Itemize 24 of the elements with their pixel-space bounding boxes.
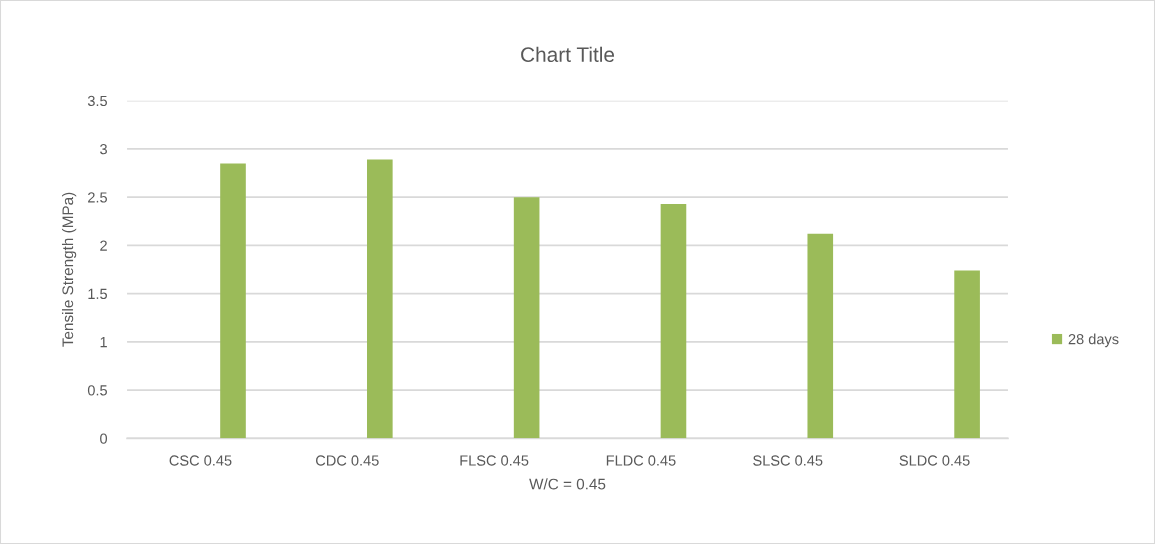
y-tick-label: 3 [100, 144, 107, 155]
x-tick-label: SLSC 0.45 [753, 455, 823, 466]
y-tick-label: 0 [100, 433, 108, 444]
y-tick-label: 1.5 [88, 288, 107, 300]
y-tick-label: 2 [100, 240, 107, 251]
bar [367, 159, 393, 439]
y-tick-label: 1 [100, 337, 107, 348]
x-tick-label: FLSC 0.45 [460, 455, 529, 466]
x-tick-label: FLDC 0.45 [606, 455, 676, 466]
x-tick-label: SLDC 0.45 [899, 455, 970, 466]
bar [954, 270, 980, 439]
bar [220, 163, 246, 439]
x-tick-label: CDC 0.45 [316, 455, 379, 466]
bar [513, 197, 540, 439]
legend-label: 28 days [1068, 333, 1119, 348]
y-tick-label: 0.5 [87, 385, 107, 396]
y-tick-label: 3.5 [87, 95, 107, 107]
x-tick-label: CSC 0.45 [169, 455, 232, 466]
x-axis-title: W/C = 0.45 [529, 478, 606, 490]
y-axis-title: Tensile Strength (MPa) [61, 192, 77, 347]
chart-title: Chart Title [521, 46, 615, 63]
bar [807, 233, 834, 439]
bar [660, 203, 687, 439]
y-tick-label: 2.5 [88, 192, 107, 203]
